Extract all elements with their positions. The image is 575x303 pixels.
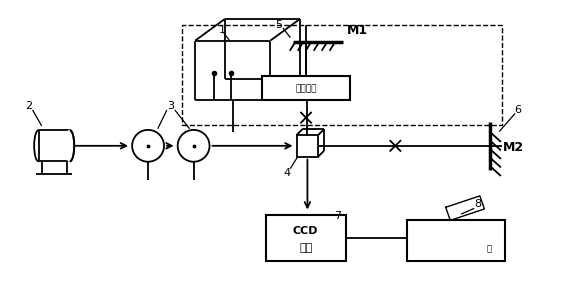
Text: 7: 7 [334, 211, 341, 221]
Text: 4: 4 [284, 168, 291, 178]
Bar [39, 130, 70, 161]
Text: M1: M1 [347, 24, 369, 37]
Text: 光: 光 [486, 244, 492, 253]
Text: 5: 5 [275, 20, 282, 30]
Circle shape [178, 130, 209, 162]
Bar [262, 76, 350, 100]
Bar [407, 220, 505, 261]
Bar [182, 25, 502, 125]
Text: CCD: CCD [293, 226, 319, 236]
Text: M2: M2 [503, 141, 524, 154]
Text: 1: 1 [218, 25, 225, 35]
Text: 2: 2 [25, 101, 32, 111]
Text: 3: 3 [167, 101, 174, 111]
Text: 相机: 相机 [299, 243, 312, 253]
Text: 8: 8 [474, 199, 482, 209]
Ellipse shape [66, 130, 74, 161]
Bar [266, 215, 346, 261]
Text: 6: 6 [515, 105, 522, 115]
Bar [297, 135, 318, 157]
Text: 探测系统: 探测系统 [295, 84, 317, 93]
Circle shape [132, 130, 164, 162]
